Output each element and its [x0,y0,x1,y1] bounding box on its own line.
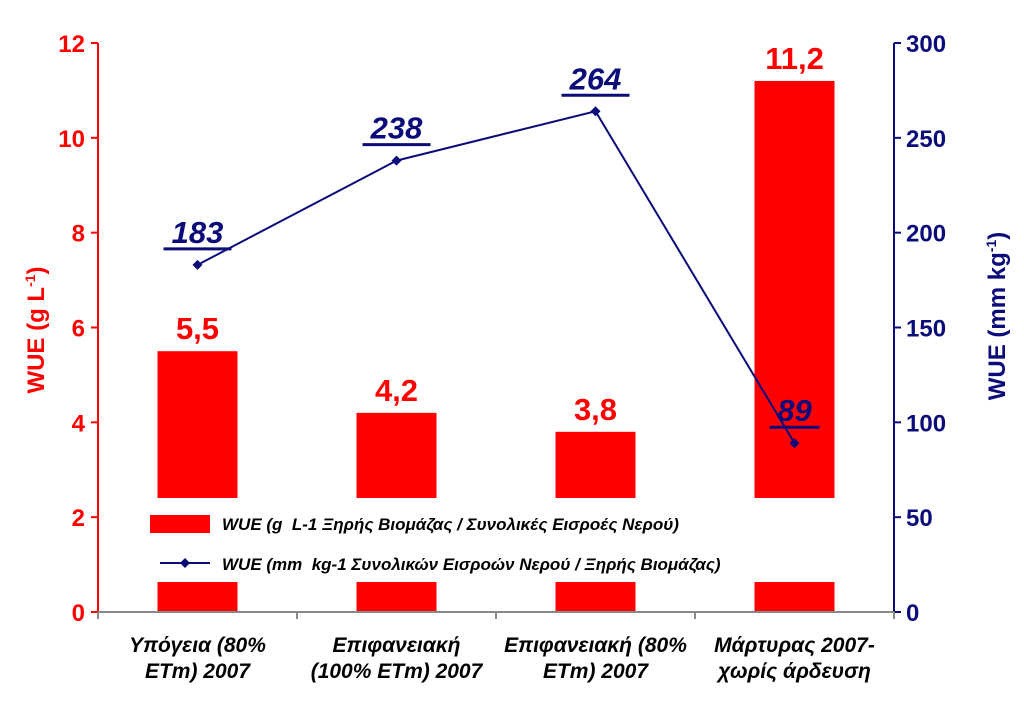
y-axis-title-left: WUE (g L-1) [22,266,50,393]
y-tick-label-left-3: 6 [72,316,85,343]
y-tick-label-left-6: 12 [58,31,85,58]
line-series-layer [192,106,800,449]
y-tick-label-right-3: 150 [906,316,946,343]
line-point-3 [590,106,601,117]
legend-swatch-bar [150,515,210,533]
y-tick-label-left-1: 2 [72,505,85,532]
legend-box [140,498,870,582]
line-series-path [197,110,796,444]
line-value-label-1: 183 [172,215,224,250]
y-tick-label-right-1: 50 [906,505,933,532]
data-labels-layer: 5,5 4,2 3,8 11,2 183 238 264 89 [163,41,824,429]
bar-value-label-3: 3,8 [574,392,617,427]
bar-value-label-2: 4,2 [375,373,418,408]
x-category-label-2: Επιφανειακή (100% ETm) 2007 [310,634,483,683]
line-point-4 [789,438,800,449]
y-tick-label-left-5: 10 [58,126,85,153]
line-value-label-2: 238 [370,111,423,146]
legend: WUE (g L-1 Ξηρής Βιομάζας / Συνολικές Ει… [140,498,870,582]
line-value-label-3: 264 [569,61,622,96]
legend-label-line: WUE (mm kg-1 Συνολικών Εισροών Νερού / Ξ… [222,555,721,574]
line-point-1 [192,259,203,270]
y-tick-label-right-4: 200 [906,221,946,248]
line-point-2 [391,155,402,166]
x-category-label-4: Μάρτυρας 2007- χωρίς άρδευση [714,634,875,683]
bar-value-label-1: 5,5 [176,311,219,346]
axes: 0 2 4 6 8 10 12 0 50 100 150 200 250 300 [58,31,946,627]
y-tick-label-right-6: 300 [906,31,946,58]
y-tick-label-left-0: 0 [72,600,85,627]
y-axis-title-right: WUE (mm kg-1) [983,232,1011,400]
line-value-label-4: 89 [777,393,812,428]
y-tick-label-right-5: 250 [906,126,946,153]
y-tick-label-right-0: 0 [906,600,919,627]
legend-marker-diamond [180,558,190,568]
x-category-label-1: Υπόγεια (80% ETm) 2007 [129,634,266,683]
y-tick-label-left-4: 8 [72,221,85,248]
bar-value-label-4: 11,2 [765,41,824,76]
y-tick-label-right-2: 100 [906,410,946,437]
y-tick-label-left-2: 4 [72,410,86,437]
x-category-label-3: Επιφανειακή (80% ETm) 2007 [504,634,687,683]
legend-label-bar: WUE (g L-1 Ξηρής Βιομάζας / Συνολικές Ει… [222,515,679,534]
